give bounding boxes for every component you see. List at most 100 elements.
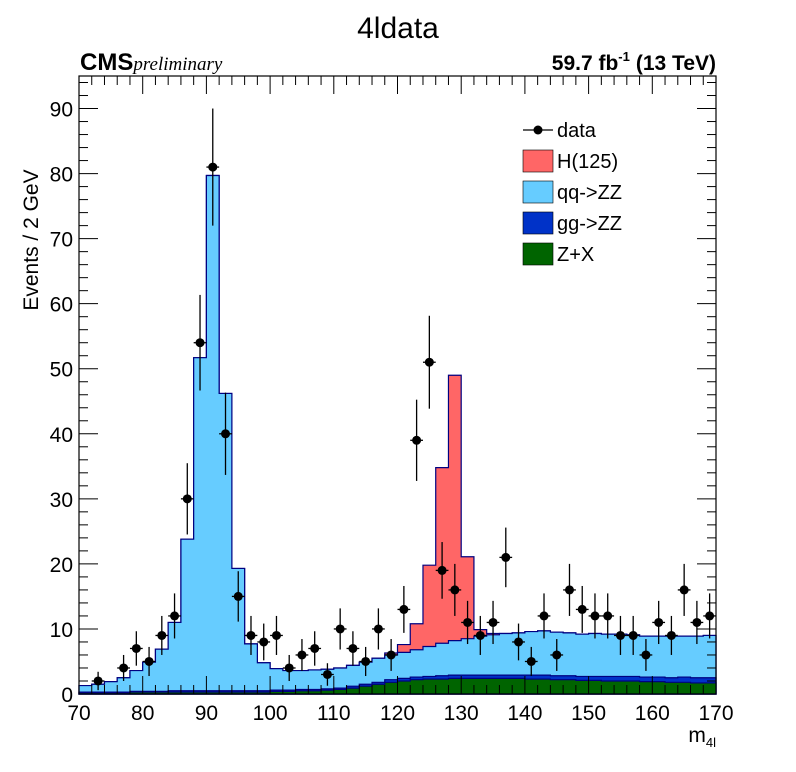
y-tick-label: 10 <box>50 619 73 642</box>
x-tick-label: 120 <box>380 702 415 725</box>
data-point-marker <box>195 338 205 348</box>
x-axis-label: m4l <box>688 724 716 750</box>
stacked-histograms <box>78 174 717 695</box>
experiment-label: CMSpreliminary <box>80 49 223 76</box>
x-tick-label: 70 <box>67 702 90 725</box>
data-point-marker <box>386 650 396 660</box>
legend-data-marker <box>533 125 543 135</box>
data-point <box>499 527 513 588</box>
data-point-marker <box>182 494 192 504</box>
legend-item-data: data <box>523 120 597 142</box>
data-point-marker <box>246 630 256 640</box>
data-point <box>512 623 525 661</box>
data-point <box>601 593 615 639</box>
legend-item-z-x: Z+X <box>522 242 594 266</box>
x-tick-label: 90 <box>195 702 218 725</box>
legend-label: gg->ZZ <box>557 213 622 235</box>
data-point-marker <box>628 630 638 640</box>
data-point-marker <box>654 617 664 627</box>
data-point <box>448 563 462 616</box>
data-point <box>193 294 207 391</box>
chart-title: 4ldata <box>357 12 439 45</box>
legend: data H(125) qq->ZZ gg->ZZ Z+X <box>522 120 622 266</box>
y-tick-label: 90 <box>50 99 73 122</box>
data-point <box>473 615 487 655</box>
data-point-marker <box>170 611 180 621</box>
data-point-marker <box>310 643 320 653</box>
data-point-marker <box>526 656 536 666</box>
data-point <box>690 600 704 645</box>
data-point-marker <box>450 585 460 595</box>
data-point <box>524 646 538 677</box>
data-point <box>588 593 602 639</box>
lumi-value: 59.7 fb <box>552 52 619 75</box>
data-point <box>295 639 309 671</box>
data-point-marker <box>361 656 371 666</box>
data-point-marker <box>679 585 689 595</box>
y-tick-label: 30 <box>50 489 73 512</box>
y-axis-label: Events / 2 GeV <box>20 169 43 310</box>
data-point <box>422 315 436 409</box>
data-point-marker <box>348 643 358 653</box>
legend-swatch <box>522 149 554 173</box>
x-tick-label: 80 <box>131 702 154 725</box>
legend-swatch <box>522 242 554 266</box>
data-point <box>231 571 245 622</box>
data-point <box>91 671 105 691</box>
y-tick-label: 70 <box>50 229 73 252</box>
data-point <box>652 600 666 645</box>
data-point-marker <box>399 604 409 614</box>
data-point-marker <box>284 663 294 673</box>
data-point <box>282 654 296 681</box>
legend-label: H(125) <box>557 151 618 173</box>
data-point <box>537 593 551 639</box>
data-point <box>117 654 130 681</box>
x-axis-label-main: m <box>688 724 706 747</box>
lumi-exponent: -1 <box>618 49 630 64</box>
data-point <box>614 615 627 655</box>
data-point-marker <box>373 624 383 634</box>
data-point <box>372 608 385 650</box>
y-tick-label: 40 <box>50 424 73 447</box>
legend-item-gg-zz: gg->ZZ <box>522 211 622 235</box>
data-point-marker <box>93 676 103 686</box>
data-point <box>575 585 589 633</box>
data-point-marker <box>412 435 422 445</box>
data-point-marker <box>424 357 434 367</box>
data-point-marker <box>475 630 485 640</box>
data-point <box>142 646 156 677</box>
legend-label: data <box>557 120 597 142</box>
data-point-marker <box>463 617 473 627</box>
data-point <box>308 631 322 666</box>
x-tick-label: 160 <box>635 702 670 725</box>
data-point-marker <box>514 637 524 647</box>
data-point <box>257 623 271 661</box>
data-point <box>333 608 347 650</box>
data-point <box>677 563 691 616</box>
axes: 70 80 90 100 110 120 130 140 150 160 170 0 10 20 30 40 5… <box>50 75 734 725</box>
data-point <box>626 615 640 655</box>
legend-swatch <box>522 180 554 204</box>
data-point-marker <box>488 617 498 627</box>
experiment-name: CMS <box>80 49 133 76</box>
data-point-marker <box>144 656 154 666</box>
x-axis-label-subscript: 4l <box>706 735 716 750</box>
data-point <box>639 639 653 671</box>
y-tick-label: 0 <box>61 684 73 707</box>
y-tick-label: 20 <box>50 554 73 577</box>
legend-item-h-125: H(125) <box>522 149 618 173</box>
data-point-marker <box>131 643 141 653</box>
y-tick-label: 50 <box>50 359 73 382</box>
data-point <box>168 593 181 639</box>
data-point <box>665 615 678 655</box>
data-point-marker <box>221 429 231 439</box>
data-point-marker <box>564 585 574 595</box>
data-point <box>219 392 232 475</box>
status-label: preliminary <box>131 54 223 75</box>
data-point <box>384 639 398 671</box>
data-point <box>550 639 564 671</box>
y-tick-label: 60 <box>50 294 73 317</box>
data-point <box>244 615 258 655</box>
data-point-marker <box>552 650 562 660</box>
